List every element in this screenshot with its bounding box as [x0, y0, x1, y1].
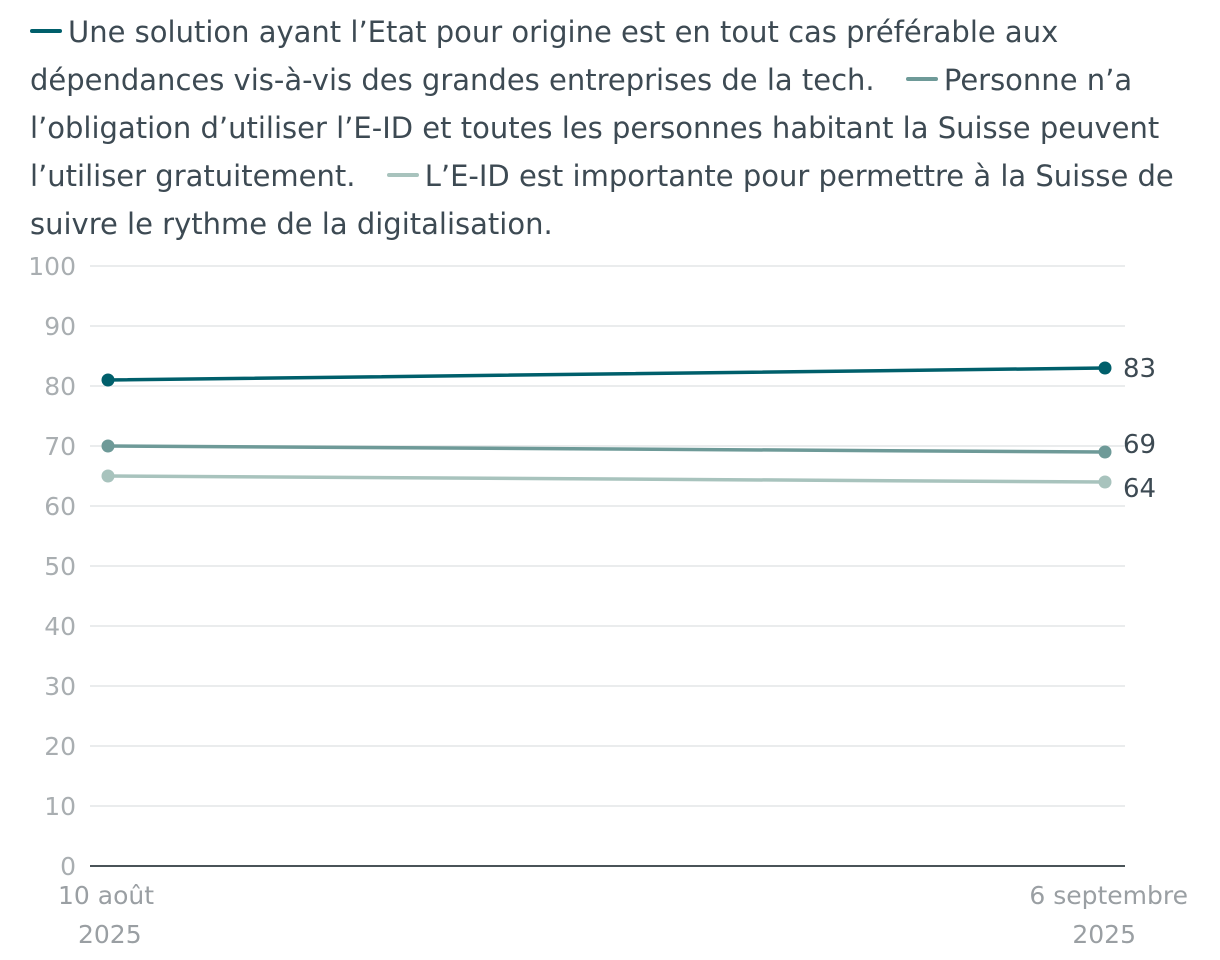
- legend-swatch-3: [386, 173, 419, 177]
- end-label-2: 69: [1123, 430, 1156, 460]
- legend-swatch-1: [30, 29, 62, 33]
- data-point-2-1[interactable]: [101, 439, 115, 453]
- y-tick-label-20: 20: [44, 732, 76, 761]
- y-tick-label-70: 70: [44, 432, 76, 461]
- x-tick-year-2: 2025: [1072, 920, 1136, 949]
- legend-swatch-2: [905, 77, 938, 81]
- data-point-1-2[interactable]: [1098, 361, 1112, 375]
- legend-entry-1[interactable]: Une solution ayant l’Etat pour origine e…: [30, 15, 1058, 97]
- gridlines: [90, 265, 1125, 807]
- data-point-3-1[interactable]: [101, 469, 115, 483]
- data-point-3-2[interactable]: [1098, 475, 1112, 489]
- legend-label-2: Personne n’a l’obligation d’utiliser l’E…: [30, 63, 1160, 193]
- y-tick-label-0: 0: [60, 852, 76, 881]
- y-tick-label-60: 60: [44, 492, 76, 521]
- series-line-1: [106, 366, 1107, 382]
- data-point-1-1[interactable]: [101, 373, 115, 387]
- y-tick-label-30: 30: [44, 672, 76, 701]
- x-tick-label-2: 6 septembre: [1029, 881, 1188, 910]
- legend-label-3: L’E-ID est importante pour permettre à l…: [30, 159, 1174, 241]
- chart-legend: Une solution ayant l’Etat pour origine e…: [30, 8, 1190, 248]
- x-tick-label-1: 10 août: [58, 881, 154, 910]
- y-tick-label-50: 50: [44, 552, 76, 581]
- end-label-3: 64: [1123, 474, 1156, 504]
- x-tick-year-1: 2025: [78, 920, 142, 949]
- data-point-2-2[interactable]: [1098, 445, 1112, 459]
- series-line-3: [106, 474, 1107, 484]
- series-line-2: [106, 444, 1107, 454]
- legend-label-1: Une solution ayant l’Etat pour origine e…: [30, 15, 1059, 97]
- y-tick-label-100: 100: [28, 252, 76, 281]
- x-axis: 10 août 2025 6 septembre 2025: [58, 865, 1188, 949]
- y-tick-label-40: 40: [44, 612, 76, 641]
- legend-entry-2[interactable]: Personne n’a l’obligation d’utiliser l’E…: [30, 63, 1159, 193]
- y-tick-label-10: 10: [44, 792, 76, 821]
- y-tick-label-90: 90: [44, 312, 76, 341]
- y-tick-label-80: 80: [44, 372, 76, 401]
- y-axis-ticks: 0 10 20 30 40 50 60 70 80 90 100: [28, 252, 76, 881]
- end-label-1: 83: [1123, 354, 1156, 384]
- series-group: 83 69 64: [101, 354, 1156, 504]
- legend-entry-3[interactable]: L’E-ID est importante pour permettre à l…: [30, 159, 1174, 241]
